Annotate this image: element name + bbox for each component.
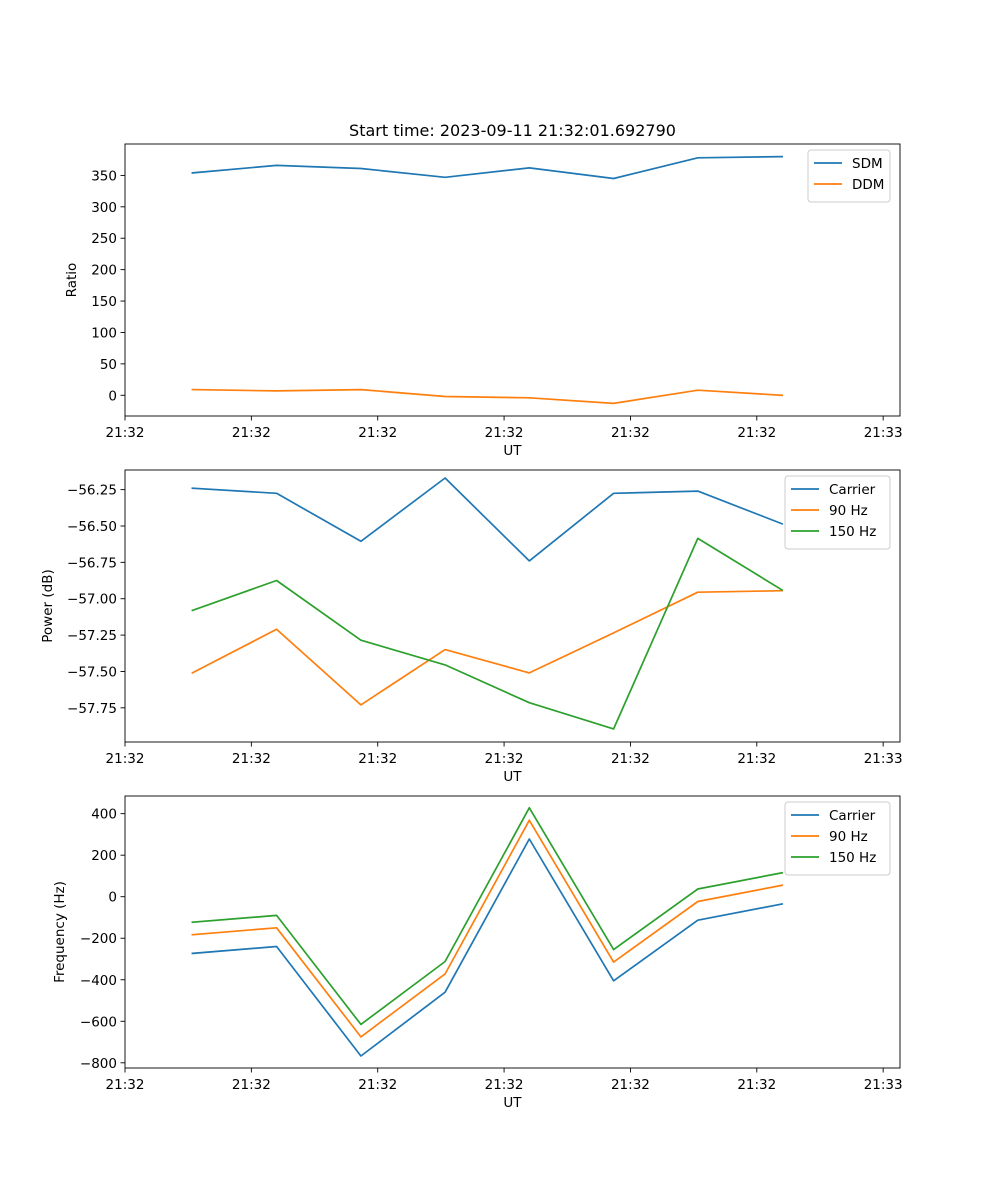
legend-entry: SDM bbox=[852, 156, 883, 172]
y-tick-label: 300 bbox=[91, 200, 117, 216]
y-tick-label: −57.25 bbox=[67, 628, 117, 644]
y-tick-label: 350 bbox=[91, 168, 117, 184]
x-axis-label: UT bbox=[503, 443, 522, 459]
legend-entry: 150 Hz bbox=[829, 850, 876, 866]
series-line-ddm bbox=[191, 388, 783, 405]
x-tick-label: 21:32 bbox=[485, 1077, 524, 1093]
axes-frame bbox=[124, 795, 901, 1069]
x-tick-label: 21:32 bbox=[611, 1077, 650, 1093]
series-line-90-hz bbox=[191, 589, 783, 706]
y-tick-label: −57.75 bbox=[67, 701, 117, 717]
x-axis-label: UT bbox=[503, 769, 522, 785]
axes-frame bbox=[124, 469, 901, 743]
y-tick-label: −56.75 bbox=[67, 555, 117, 571]
y-tick-label: −800 bbox=[80, 1056, 117, 1072]
x-tick-label: 21:32 bbox=[106, 425, 145, 441]
legend-entry: Carrier bbox=[829, 482, 876, 498]
y-tick-label: 100 bbox=[91, 325, 117, 341]
legend: Carrier 90 Hz 150 Hz bbox=[784, 801, 891, 876]
x-tick-label: 21:33 bbox=[864, 425, 903, 441]
y-tick-label: −600 bbox=[80, 1014, 117, 1030]
y-tick-label: −57.50 bbox=[67, 664, 117, 680]
legend-entry: 150 Hz bbox=[829, 524, 876, 540]
chart-panel-2: 21:32 21:32 21:32 21:32 21:32 21:32 21:33 −57.7… bbox=[40, 469, 903, 785]
y-tick-label: 200 bbox=[91, 848, 117, 864]
series-line-150-hz bbox=[191, 537, 784, 730]
x-tick-label: 21:32 bbox=[737, 425, 776, 441]
x-axis-label: UT bbox=[503, 1095, 522, 1111]
y-tick-label: −56.25 bbox=[67, 483, 117, 499]
x-tick-label: 21:32 bbox=[232, 751, 271, 767]
x-tick-label: 21:32 bbox=[106, 1077, 145, 1093]
y-axis-label: Ratio bbox=[64, 263, 80, 298]
x-tick-label: 21:32 bbox=[358, 1077, 397, 1093]
x-tick-label: 21:32 bbox=[611, 425, 650, 441]
legend-entry: 90 Hz bbox=[829, 829, 868, 845]
y-tick-label: 250 bbox=[91, 231, 117, 247]
series-line-90-hz bbox=[191, 819, 784, 1038]
y-tick-label: −400 bbox=[80, 973, 117, 989]
y-tick-label: 150 bbox=[91, 294, 117, 310]
legend: Carrier 90 Hz 150 Hz bbox=[784, 475, 891, 550]
y-tick-label: 50 bbox=[100, 357, 117, 373]
series-line-150-hz bbox=[191, 806, 784, 1026]
x-tick-label: 21:32 bbox=[485, 425, 524, 441]
x-tick-label: 21:32 bbox=[737, 1077, 776, 1093]
y-tick-label: −57.00 bbox=[67, 592, 117, 608]
y-axis-label: Power (dB) bbox=[40, 569, 56, 642]
series-line-sdm bbox=[191, 155, 783, 180]
y-tick-label: 0 bbox=[108, 890, 117, 906]
x-tick-label: 21:32 bbox=[358, 425, 397, 441]
y-tick-label: 0 bbox=[108, 388, 117, 404]
legend-entry: Carrier bbox=[829, 808, 876, 824]
y-tick-label: 200 bbox=[91, 263, 117, 279]
x-tick-label: 21:32 bbox=[358, 751, 397, 767]
y-tick-label: −56.50 bbox=[67, 519, 117, 535]
chart-title: Start time: 2023-09-11 21:32:01.692790 bbox=[349, 121, 676, 140]
x-tick-label: 21:32 bbox=[232, 1077, 271, 1093]
axes-frame bbox=[124, 143, 901, 417]
legend-entry: 90 Hz bbox=[829, 503, 868, 519]
chart-panel-1: 21:32 21:32 21:32 21:32 21:32 21:32 21:33 0 50 10… bbox=[64, 121, 903, 459]
y-tick-label: 400 bbox=[91, 807, 117, 823]
y-tick-label: −200 bbox=[80, 931, 117, 947]
x-tick-label: 21:33 bbox=[864, 751, 903, 767]
x-tick-label: 21:32 bbox=[737, 751, 776, 767]
chart-panel-3: 21:32 21:32 21:32 21:32 21:32 21:32 21:33 −800 −… bbox=[52, 795, 903, 1111]
x-tick-label: 21:32 bbox=[611, 751, 650, 767]
x-tick-label: 21:32 bbox=[485, 751, 524, 767]
x-tick-label: 21:32 bbox=[232, 425, 271, 441]
legend: SDM DDM bbox=[807, 149, 891, 203]
series-line-carrier bbox=[191, 838, 784, 1057]
y-axis-label: Frequency (Hz) bbox=[52, 881, 68, 983]
legend-entry: DDM bbox=[852, 177, 884, 193]
x-tick-label: 21:32 bbox=[106, 751, 145, 767]
series-line-carrier bbox=[191, 477, 784, 562]
x-tick-label: 21:33 bbox=[864, 1077, 903, 1093]
